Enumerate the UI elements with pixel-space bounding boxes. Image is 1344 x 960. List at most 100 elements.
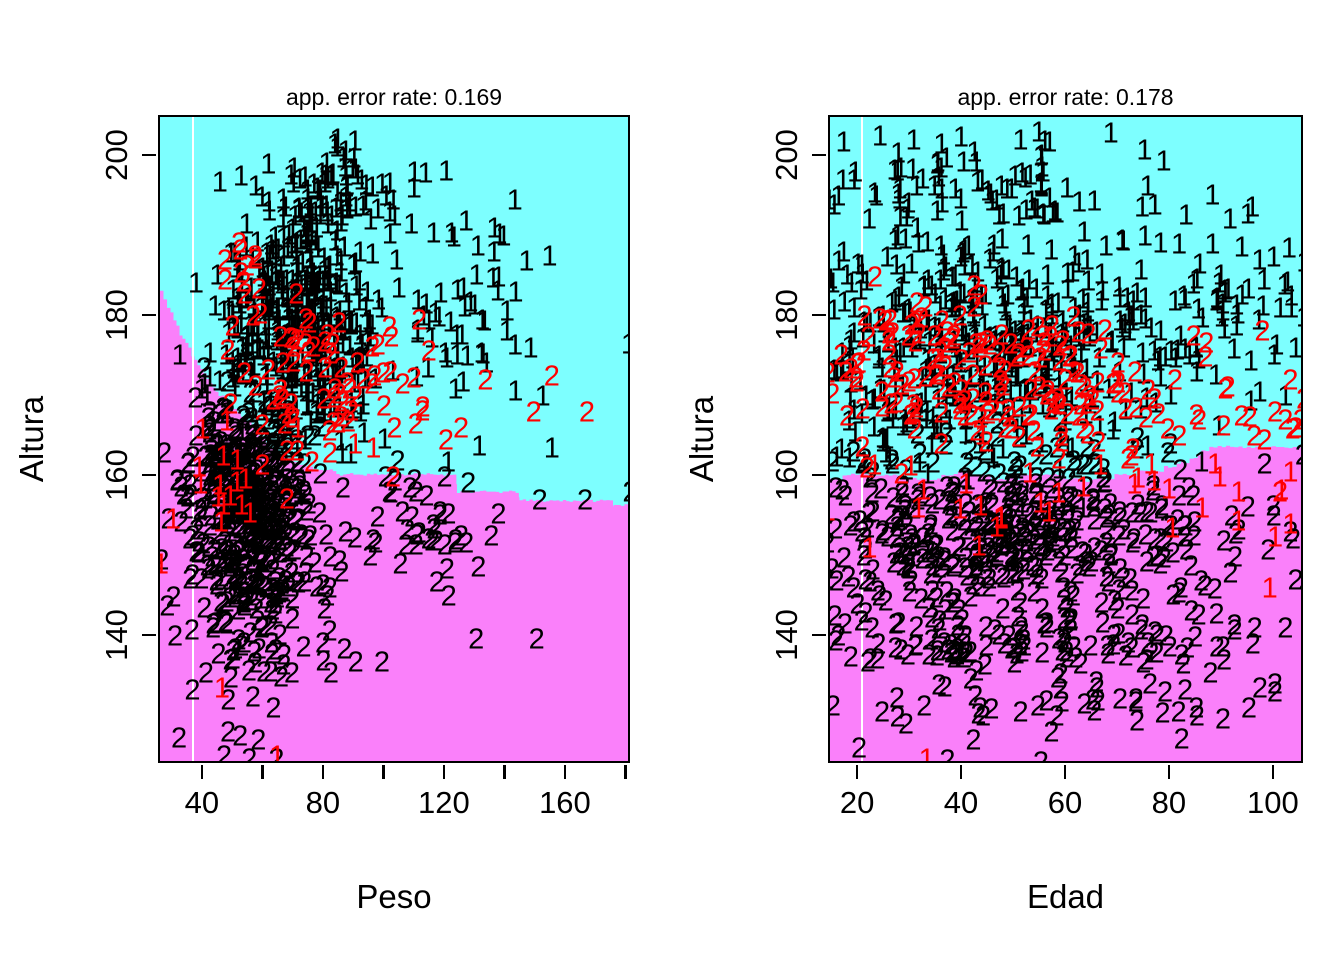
data-point: 1 bbox=[1043, 234, 1060, 267]
data-point: 1 bbox=[1086, 185, 1103, 218]
data-point: 1 bbox=[310, 332, 327, 365]
data-point: 2 bbox=[1076, 372, 1094, 405]
data-point: 1 bbox=[354, 389, 371, 422]
data-point: 1 bbox=[226, 237, 243, 270]
data-point: 1 bbox=[289, 302, 306, 334]
data-point: 1 bbox=[1204, 179, 1221, 212]
data-point: 1 bbox=[305, 168, 322, 201]
data-point: 1 bbox=[255, 340, 272, 372]
data-point: 1 bbox=[302, 309, 320, 342]
data-point: 1 bbox=[295, 357, 312, 390]
data-point: 2 bbox=[1033, 563, 1050, 596]
data-point: 1 bbox=[507, 276, 524, 309]
data-point: 1 bbox=[1006, 160, 1024, 193]
data-point: 2 bbox=[892, 634, 909, 667]
data-point: 1 bbox=[342, 438, 359, 471]
data-point: 1 bbox=[327, 268, 344, 301]
data-point: 1 bbox=[343, 309, 360, 342]
data-point: 1 bbox=[187, 267, 205, 300]
data-point: 1 bbox=[316, 370, 333, 403]
data-point: 1 bbox=[228, 252, 245, 285]
data-point: 2 bbox=[1293, 406, 1301, 436]
data-point: 1 bbox=[322, 160, 340, 193]
data-point: 1 bbox=[238, 465, 255, 498]
data-point: 1 bbox=[284, 386, 302, 419]
data-point: 1 bbox=[332, 256, 350, 289]
data-point: 1 bbox=[341, 330, 358, 363]
data-point: 1 bbox=[1017, 194, 1034, 227]
data-point: 1 bbox=[268, 319, 285, 352]
data-point: 2 bbox=[1188, 700, 1205, 733]
data-point: 1 bbox=[443, 217, 460, 250]
data-point: 1 bbox=[264, 283, 281, 316]
data-point: 1 bbox=[255, 261, 272, 294]
data-point: 1 bbox=[269, 392, 286, 424]
data-point: 2 bbox=[977, 377, 994, 410]
data-point: 2 bbox=[977, 611, 994, 644]
data-point: 2 bbox=[962, 663, 979, 696]
data-point: 1 bbox=[274, 370, 292, 403]
data-point: 2 bbox=[933, 428, 950, 460]
data-point: 1 bbox=[299, 219, 316, 252]
data-point: 1 bbox=[408, 361, 425, 394]
data-point: 1 bbox=[308, 321, 325, 354]
data-point: 2 bbox=[1031, 529, 1048, 562]
data-point: 1 bbox=[1204, 228, 1221, 261]
data-point: 2 bbox=[1074, 413, 1091, 446]
data-point: 1 bbox=[265, 346, 282, 379]
data-point: 1 bbox=[233, 268, 250, 300]
data-point: 1 bbox=[1092, 449, 1109, 482]
data-point: 1 bbox=[350, 285, 368, 318]
data-point: 1 bbox=[292, 224, 309, 257]
data-point: 1 bbox=[317, 159, 334, 192]
data-point: 1 bbox=[340, 307, 358, 340]
data-point: 1 bbox=[258, 369, 275, 402]
data-point: 1 bbox=[248, 334, 265, 367]
data-point: 1 bbox=[333, 200, 351, 233]
data-point: 1 bbox=[314, 289, 331, 322]
data-point: 1 bbox=[254, 252, 271, 285]
data-point: 1 bbox=[340, 186, 357, 219]
data-point: 1 bbox=[453, 319, 470, 352]
data-point: 1 bbox=[270, 304, 288, 337]
data-point: 1 bbox=[303, 270, 320, 303]
data-point: 2 bbox=[856, 300, 873, 333]
data-point: 2 bbox=[949, 610, 966, 643]
data-point: 1 bbox=[309, 316, 326, 349]
data-point: 2 bbox=[931, 669, 948, 702]
data-point: 1 bbox=[305, 332, 322, 365]
data-point: 1 bbox=[985, 229, 1002, 262]
data-point: 2 bbox=[830, 529, 835, 559]
data-point: 1 bbox=[349, 159, 366, 192]
data-point: 2 bbox=[833, 339, 850, 371]
data-point: 1 bbox=[293, 287, 310, 320]
data-point: 2 bbox=[915, 522, 932, 555]
x-axis-title: Peso bbox=[356, 878, 432, 915]
data-point: 1 bbox=[328, 356, 345, 388]
data-point: 2 bbox=[1191, 404, 1208, 437]
data-point: 1 bbox=[952, 241, 969, 274]
data-point: 1 bbox=[1272, 292, 1289, 325]
data-point: 1 bbox=[522, 332, 539, 365]
data-point: 2 bbox=[1142, 668, 1159, 701]
data-point: 1 bbox=[338, 171, 355, 204]
x-tick-label: 80 bbox=[1151, 785, 1187, 820]
data-point: 1 bbox=[323, 200, 340, 233]
data-point: 1 bbox=[258, 360, 276, 393]
data-point: 1 bbox=[229, 357, 246, 390]
x-tick-label: 40 bbox=[943, 785, 979, 820]
data-point: 1 bbox=[969, 166, 986, 198]
data-point: 1 bbox=[909, 212, 926, 245]
white-reference-line bbox=[192, 117, 195, 761]
data-point: 1 bbox=[351, 236, 368, 269]
data-point: 1 bbox=[425, 217, 442, 250]
data-point: 1 bbox=[201, 361, 218, 394]
data-point: 2 bbox=[1003, 413, 1020, 446]
data-point: 1 bbox=[231, 288, 248, 321]
data-point: 1 bbox=[283, 363, 300, 396]
data-point: 1 bbox=[356, 363, 373, 395]
data-point: 1 bbox=[284, 264, 301, 297]
data-point: 1 bbox=[314, 292, 331, 325]
data-point: 2 bbox=[853, 605, 870, 638]
